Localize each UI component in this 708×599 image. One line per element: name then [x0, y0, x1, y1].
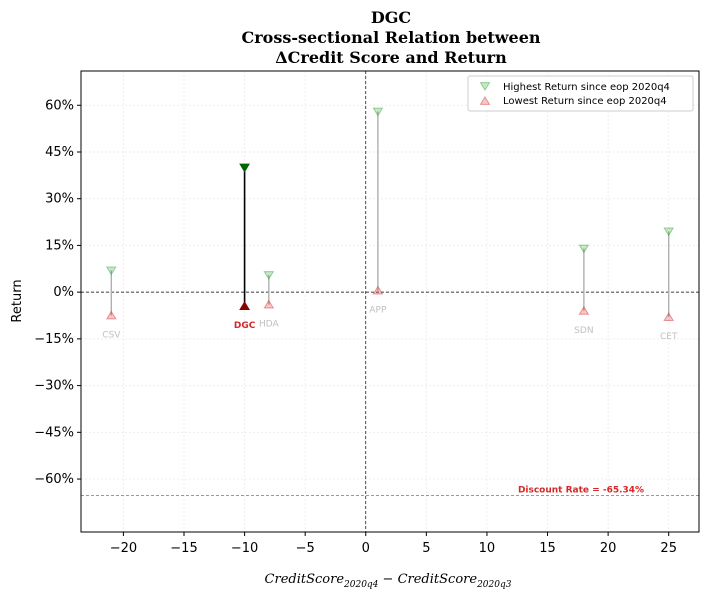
high-marker-sdn	[578, 244, 590, 254]
low-marker-sdn	[578, 305, 590, 315]
low-marker-hda	[263, 299, 275, 309]
x-axis-label-sub-1: 2020q4	[343, 580, 379, 590]
x-tick-label: 20	[600, 541, 617, 556]
x-axis-label-sub-2: 2020q3	[476, 580, 512, 590]
reference-lines	[81, 71, 699, 532]
x-axis-label-minus: − CreditScore	[378, 572, 477, 587]
point-label-dgc: DGC	[234, 321, 256, 331]
high-marker-cet	[663, 227, 675, 237]
point-label-csv: CSV	[102, 331, 121, 341]
x-tick-label: −5	[296, 541, 315, 556]
y-tick-label: 0%	[53, 285, 74, 300]
chart-title-line-1: DGC	[371, 8, 411, 27]
legend-marker-high	[479, 82, 491, 92]
point-label-cet: CET	[660, 332, 678, 342]
point-label-sdn: SDN	[574, 326, 593, 336]
x-tick-label: 10	[479, 541, 496, 556]
y-axis-ticks: −60% −45% −30% −15% 0% 15% 30% 45% 60%	[34, 98, 81, 487]
y-axis-label: Return	[10, 279, 25, 322]
low-marker-dgc	[239, 301, 250, 311]
x-axis-label: CreditScore2020q4 − CreditScore2020q3	[265, 572, 512, 590]
y-tick-label: 15%	[45, 238, 74, 253]
high-marker-dgc	[239, 163, 250, 173]
data-marks: CSV DGC HDA APP SDN CET	[102, 107, 678, 342]
y-tick-label: −60%	[34, 472, 74, 487]
grid	[81, 71, 699, 532]
x-tick-label: 15	[539, 541, 556, 556]
x-tick-label: 0	[362, 541, 370, 556]
legend-box	[467, 75, 694, 112]
x-axis-ticks: −20 −15 −10 −5 0 5 10 15 20 25	[110, 532, 677, 556]
legend-entry-low: Lowest Return since eop 2020q4	[503, 96, 667, 107]
x-tick-label: −10	[231, 541, 258, 556]
legend: Highest Return since eop 2020q4 Lowest R…	[467, 75, 694, 112]
x-tick-label: 25	[660, 541, 677, 556]
y-tick-label: 60%	[45, 98, 74, 113]
high-marker-app	[372, 107, 384, 117]
chart-title-line-2: Cross-sectional Relation between	[242, 28, 541, 47]
y-tick-label: −45%	[34, 425, 74, 440]
legend-entry-high: Highest Return since eop 2020q4	[503, 82, 670, 93]
x-tick-label: −20	[110, 541, 137, 556]
high-marker-csv	[105, 266, 117, 276]
y-tick-label: −30%	[34, 379, 74, 394]
low-marker-csv	[105, 310, 117, 320]
y-tick-label: −15%	[34, 332, 74, 347]
legend-marker-low	[479, 95, 491, 105]
y-tick-label: 30%	[45, 192, 74, 207]
high-marker-hda	[263, 271, 275, 281]
x-tick-label: −15	[170, 541, 197, 556]
low-marker-app	[372, 285, 384, 295]
point-label-app: APP	[369, 306, 387, 316]
low-marker-cet	[663, 312, 675, 321]
x-tick-label: 5	[422, 541, 430, 556]
plot-frame	[80, 70, 700, 533]
y-tick-label: 45%	[45, 145, 74, 160]
x-axis-label-main: CreditScore	[265, 572, 345, 587]
point-label-hda: HDA	[259, 320, 280, 330]
chart-title-line-3: ΔCredit Score and Return	[275, 48, 507, 67]
discount-rate-label: Discount Rate = -65.34%	[518, 486, 644, 496]
